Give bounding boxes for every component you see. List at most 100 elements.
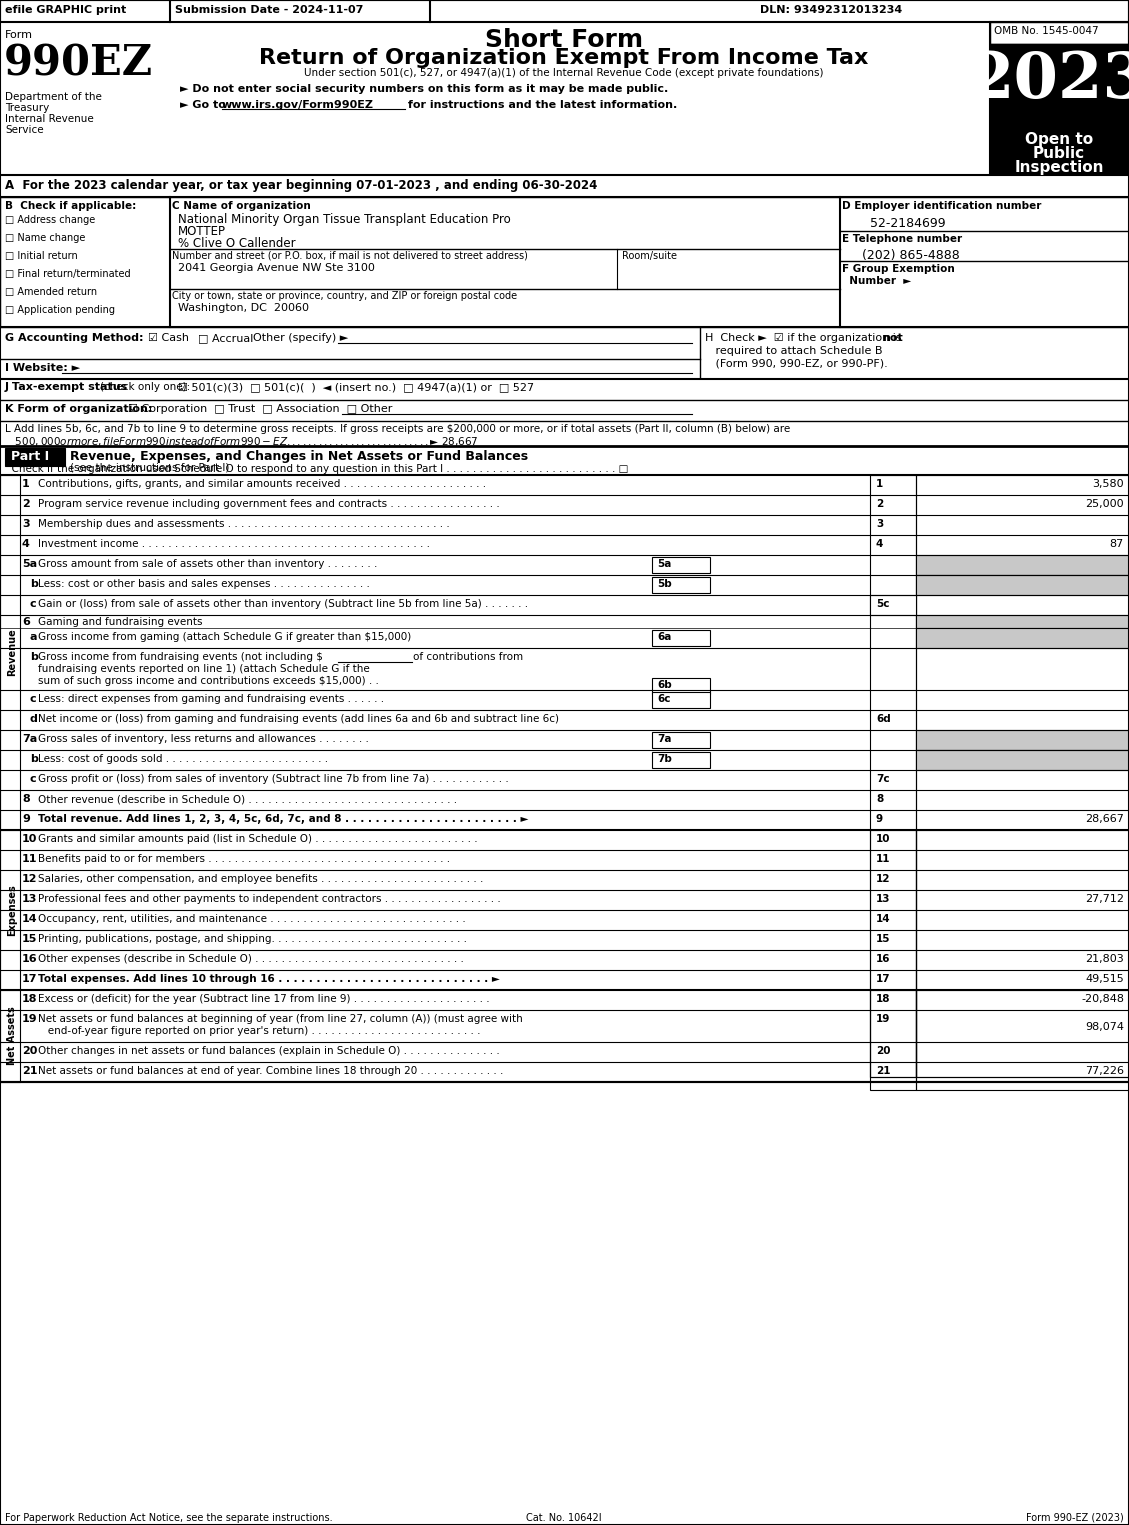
Text: b: b bbox=[30, 753, 38, 764]
Bar bbox=[916, 990, 1129, 1090]
Text: 9: 9 bbox=[21, 814, 29, 824]
Text: Salaries, other compensation, and employee benefits . . . . . . . . . . . . . . : Salaries, other compensation, and employ… bbox=[38, 874, 483, 884]
Text: 11: 11 bbox=[21, 854, 37, 865]
Text: Occupancy, rent, utilities, and maintenance . . . . . . . . . . . . . . . . . . : Occupancy, rent, utilities, and maintena… bbox=[38, 913, 466, 924]
Text: Contributions, gifts, grants, and similar amounts received . . . . . . . . . . .: Contributions, gifts, grants, and simila… bbox=[38, 479, 487, 490]
Text: 20: 20 bbox=[876, 1046, 891, 1055]
Text: 77,226: 77,226 bbox=[1085, 1066, 1124, 1077]
Text: Treasury: Treasury bbox=[5, 104, 50, 113]
Text: □ Amended return: □ Amended return bbox=[5, 287, 97, 297]
Text: 20: 20 bbox=[21, 1046, 37, 1055]
Text: Part I: Part I bbox=[11, 450, 50, 464]
Text: 3: 3 bbox=[21, 518, 29, 529]
Text: 7b: 7b bbox=[657, 753, 672, 764]
Text: Washington, DC  20060: Washington, DC 20060 bbox=[178, 303, 309, 313]
Bar bbox=[0, 830, 20, 990]
Text: for instructions and the latest information.: for instructions and the latest informat… bbox=[404, 101, 677, 110]
Text: 16: 16 bbox=[876, 955, 891, 964]
Text: 5c: 5c bbox=[876, 599, 890, 608]
Text: □ Address change: □ Address change bbox=[5, 215, 95, 226]
Bar bbox=[5, 448, 65, 467]
Text: Total revenue. Add lines 1, 2, 3, 4, 5c, 6d, 7c, and 8 . . . . . . . . . . . . .: Total revenue. Add lines 1, 2, 3, 4, 5c,… bbox=[38, 814, 528, 824]
Text: 18: 18 bbox=[21, 994, 37, 1003]
Text: of contributions from: of contributions from bbox=[413, 653, 523, 662]
Text: 19: 19 bbox=[21, 1014, 37, 1023]
Text: ☑ 501(c)(3)  □ 501(c)(  )  ◄ (insert no.)  □ 4947(a)(1) or  □ 527: ☑ 501(c)(3) □ 501(c)( ) ◄ (insert no.) □… bbox=[178, 381, 534, 392]
Text: Gross amount from sale of assets other than inventory . . . . . . . .: Gross amount from sale of assets other t… bbox=[38, 560, 377, 569]
Text: Less: cost of goods sold . . . . . . . . . . . . . . . . . . . . . . . . .: Less: cost of goods sold . . . . . . . .… bbox=[38, 753, 329, 764]
Text: ☑ Corporation  □ Trust  □ Association  □ Other: ☑ Corporation □ Trust □ Association □ Ot… bbox=[128, 404, 393, 413]
Text: 98,074: 98,074 bbox=[1085, 1022, 1124, 1032]
Text: Gain or (loss) from sale of assets other than inventory (Subtract line 5b from l: Gain or (loss) from sale of assets other… bbox=[38, 599, 528, 608]
Text: 10: 10 bbox=[876, 834, 891, 843]
Bar bbox=[870, 474, 916, 1077]
Bar bbox=[653, 679, 710, 694]
Text: 5a: 5a bbox=[657, 560, 672, 569]
Text: 21,803: 21,803 bbox=[1085, 955, 1124, 964]
Text: H  Check ►  ☑ if the organization is: H Check ► ☑ if the organization is bbox=[704, 332, 905, 343]
Bar bbox=[990, 21, 1129, 174]
Text: Professional fees and other payments to independent contractors . . . . . . . . : Professional fees and other payments to … bbox=[38, 894, 501, 904]
Text: 3,580: 3,580 bbox=[1093, 479, 1124, 490]
Text: Investment income . . . . . . . . . . . . . . . . . . . . . . . . . . . . . . . : Investment income . . . . . . . . . . . … bbox=[38, 538, 430, 549]
Text: fundraising events reported on line 1) (attach Schedule G if the: fundraising events reported on line 1) (… bbox=[38, 663, 370, 674]
Text: □ Name change: □ Name change bbox=[5, 233, 86, 242]
Text: Net assets or fund balances at end of year. Combine lines 18 through 20 . . . . : Net assets or fund balances at end of ye… bbox=[38, 1066, 504, 1077]
Bar bbox=[0, 990, 20, 1083]
Text: Department of the: Department of the bbox=[5, 92, 102, 102]
Text: 2023: 2023 bbox=[970, 50, 1129, 111]
Text: Gross profit or (loss) from sales of inventory (Subtract line 7b from line 7a) .: Gross profit or (loss) from sales of inv… bbox=[38, 775, 509, 784]
Text: Number  ►: Number ► bbox=[842, 276, 911, 287]
Text: L Add lines 5b, 6c, and 7b to line 9 to determine gross receipts. If gross recei: L Add lines 5b, 6c, and 7b to line 9 to … bbox=[5, 424, 790, 435]
Text: 87: 87 bbox=[1110, 538, 1124, 549]
Text: 15: 15 bbox=[876, 933, 891, 944]
Text: a: a bbox=[30, 631, 37, 642]
Text: % Clive O Callender: % Clive O Callender bbox=[178, 236, 296, 250]
Text: 49,515: 49,515 bbox=[1085, 974, 1124, 984]
Text: C Name of organization: C Name of organization bbox=[172, 201, 310, 210]
Text: 10: 10 bbox=[21, 834, 37, 843]
Text: 6d: 6d bbox=[876, 714, 891, 724]
Text: 4: 4 bbox=[876, 538, 883, 549]
Bar bbox=[0, 474, 20, 830]
Text: (Form 990, 990-EZ, or 990-PF).: (Form 990, 990-EZ, or 990-PF). bbox=[704, 358, 887, 368]
Text: b: b bbox=[30, 580, 38, 589]
Text: Gaming and fundraising events: Gaming and fundraising events bbox=[38, 618, 202, 627]
Text: I Website: ►: I Website: ► bbox=[5, 363, 80, 374]
Bar bbox=[653, 557, 710, 573]
Text: 6: 6 bbox=[21, 618, 29, 627]
Text: 28,667: 28,667 bbox=[1085, 814, 1124, 824]
Text: □ Initial return: □ Initial return bbox=[5, 252, 78, 261]
Text: required to attach Schedule B: required to attach Schedule B bbox=[704, 346, 883, 355]
Bar bbox=[653, 630, 710, 647]
Text: E Telephone number: E Telephone number bbox=[842, 233, 962, 244]
Text: 11: 11 bbox=[876, 854, 891, 865]
Text: OMB No. 1545-0047: OMB No. 1545-0047 bbox=[994, 26, 1099, 37]
Text: Form: Form bbox=[5, 30, 33, 40]
Text: 17: 17 bbox=[21, 974, 37, 984]
Text: c: c bbox=[30, 775, 36, 784]
Bar bbox=[916, 628, 1129, 648]
Text: Public: Public bbox=[1033, 146, 1085, 162]
Text: Check if the organization used Schedule O to respond to any question in this Par: Check if the organization used Schedule … bbox=[5, 464, 629, 474]
Text: □ Accrual: □ Accrual bbox=[198, 332, 253, 343]
Text: sum of such gross income and contributions exceeds $15,000) . .: sum of such gross income and contributio… bbox=[38, 676, 379, 686]
Text: For Paperwork Reduction Act Notice, see the separate instructions.: For Paperwork Reduction Act Notice, see … bbox=[5, 1513, 333, 1523]
Text: K Form of organization:: K Form of organization: bbox=[5, 404, 152, 413]
Text: Revenue, Expenses, and Changes in Net Assets or Fund Balances: Revenue, Expenses, and Changes in Net As… bbox=[70, 450, 528, 464]
Bar bbox=[916, 615, 1129, 628]
Text: ► Do not enter social security numbers on this form as it may be made public.: ► Do not enter social security numbers o… bbox=[180, 84, 668, 95]
Text: Membership dues and assessments . . . . . . . . . . . . . . . . . . . . . . . . : Membership dues and assessments . . . . … bbox=[38, 518, 449, 529]
Text: 5a: 5a bbox=[21, 560, 37, 569]
Text: 5b: 5b bbox=[657, 580, 672, 589]
Text: 19: 19 bbox=[876, 1014, 891, 1023]
Text: Under section 501(c), 527, or 4947(a)(1) of the Internal Revenue Code (except pr: Under section 501(c), 527, or 4947(a)(1)… bbox=[304, 69, 824, 78]
Text: 2: 2 bbox=[21, 499, 29, 509]
Text: City or town, state or province, country, and ZIP or foreign postal code: City or town, state or province, country… bbox=[172, 291, 517, 300]
Text: ☑ Cash: ☑ Cash bbox=[148, 332, 189, 343]
Text: Open to: Open to bbox=[1025, 133, 1093, 146]
Text: Net assets or fund balances at beginning of year (from line 27, column (A)) (mus: Net assets or fund balances at beginning… bbox=[38, 1014, 523, 1023]
Text: www.irs.gov/Form990EZ: www.irs.gov/Form990EZ bbox=[222, 101, 374, 110]
Text: 14: 14 bbox=[876, 913, 891, 924]
Bar bbox=[0, 197, 1129, 326]
